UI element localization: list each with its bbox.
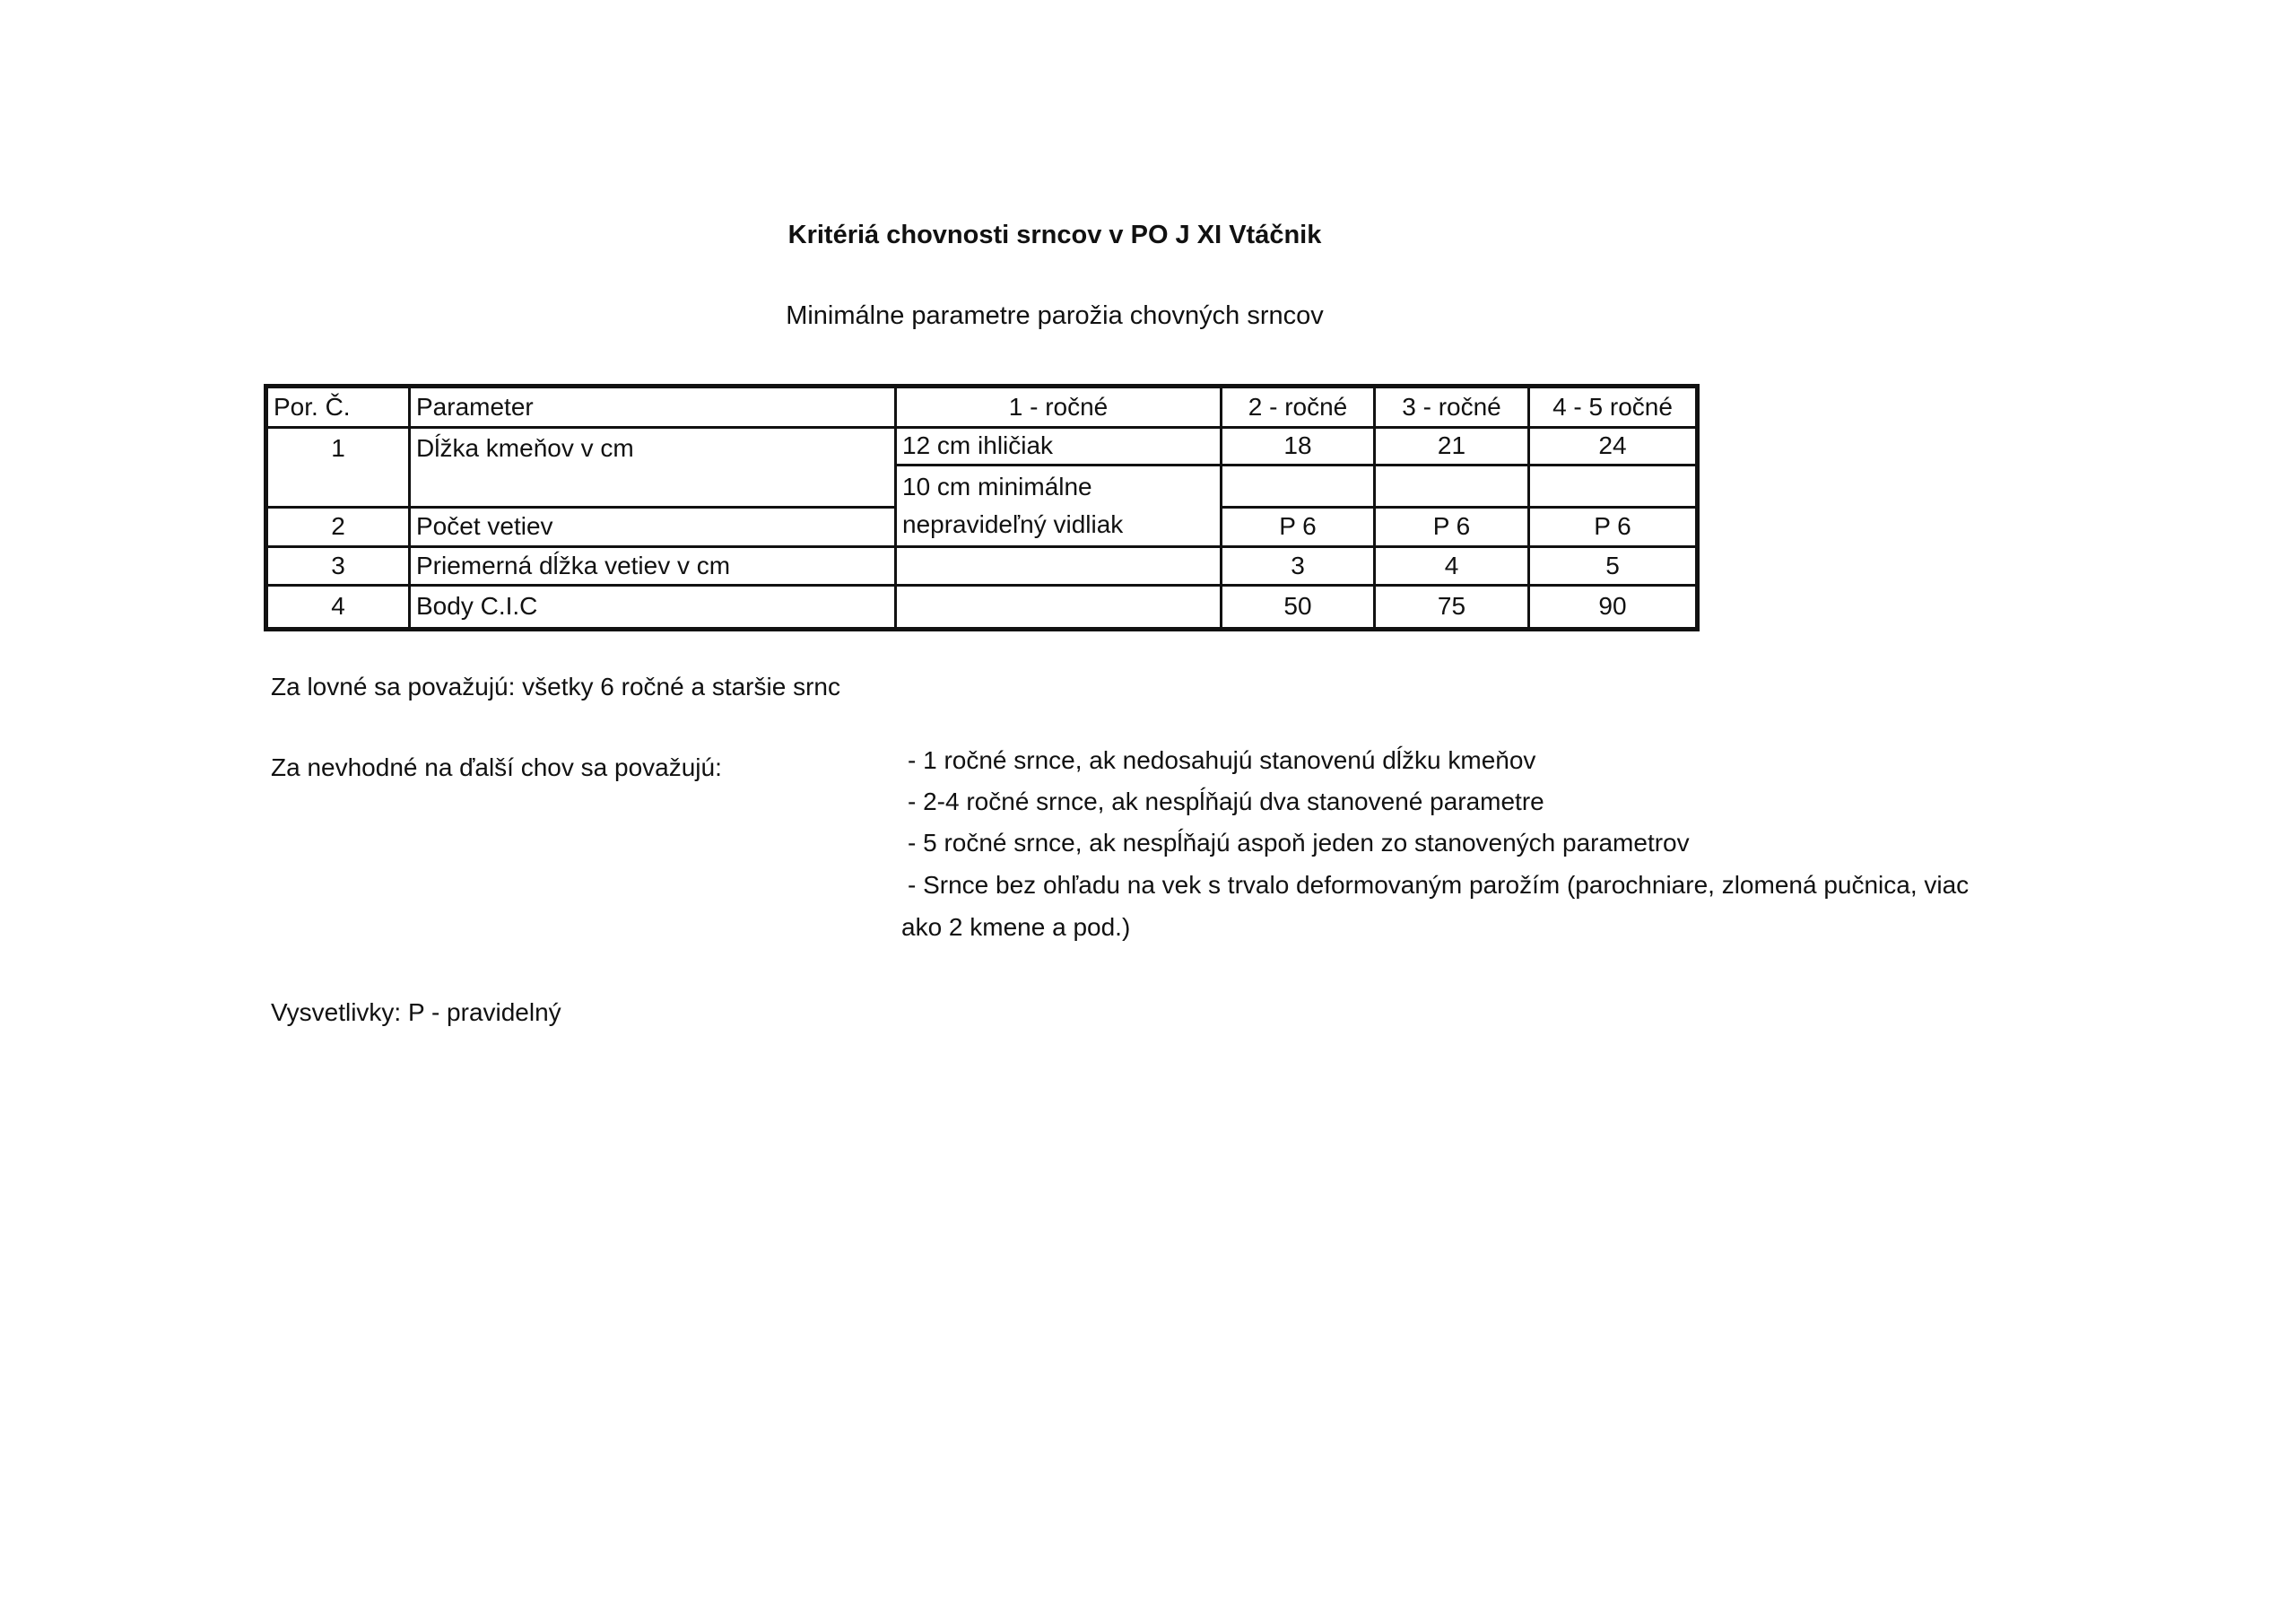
cell-1-rocne: 10 cm minimálne nepravideľný vidliak	[894, 464, 1222, 548]
header-cell: 4 - 5 ročné	[1527, 385, 1699, 429]
document-subtitle: Minimálne parametre parožia chovných srn…	[786, 301, 1324, 330]
table-header-row: Por. Č. Parameter 1 - ročné 2 - ročné 3 …	[265, 385, 1699, 429]
cell-2-rocne: 50	[1220, 584, 1376, 631]
unsuitable-item: - 5 ročné srnce, ak nespĺňajú aspoň jede…	[908, 829, 1690, 857]
cell-3-rocne: 4	[1373, 545, 1530, 587]
cell-1-rocne	[894, 584, 1222, 631]
cell-4-5-rocne: 5	[1527, 545, 1699, 587]
row-number: 3	[265, 545, 411, 587]
row-parameter: Priemerná dĺžka vetiev v cm	[408, 545, 897, 587]
cell-2-rocne: 18	[1220, 426, 1376, 466]
huntable-note: Za lovné sa považujú: všetky 6 ročné a s…	[271, 673, 840, 701]
document-title: Kritériá chovnosti srncov v PO J XI Vtáč…	[787, 221, 1322, 249]
unsuitable-item: ako 2 kmene a pod.)	[901, 913, 1131, 941]
cell-3-rocne: 75	[1373, 584, 1530, 631]
cell-4-5-rocne: P 6	[1527, 506, 1699, 548]
cell-1-rocne: 12 cm ihličiak	[894, 426, 1222, 466]
cell-2-rocne: 3	[1220, 545, 1376, 587]
empty-cell	[1220, 464, 1376, 509]
header-cell: 1 - ročné	[894, 385, 1222, 429]
row-parameter: Počet vetiev	[408, 506, 897, 548]
header-cell: Por. Č.	[265, 385, 411, 429]
empty-cell	[1373, 464, 1530, 509]
table-row: 3 Priemerná dĺžka vetiev v cm 3 4 5	[265, 545, 1699, 587]
row-parameter: Body C.I.C	[408, 584, 897, 631]
unsuitable-item: - 2-4 ročné srnce, ak nespĺňajú dva stan…	[908, 788, 1544, 815]
empty-cell	[1527, 464, 1699, 509]
header-cell: Parameter	[408, 385, 897, 429]
cell-3-rocne: P 6	[1373, 506, 1530, 548]
cell-4-5-rocne: 90	[1527, 584, 1699, 631]
header-cell: 3 - ročné	[1373, 385, 1530, 429]
cell-1-rocne	[894, 545, 1222, 587]
unsuitable-item: - Srnce bez ohľadu na vek s trvalo defor…	[908, 871, 1970, 899]
table-row: 2 Počet vetiev P 6 P 6 P 6	[265, 506, 1699, 548]
table-row: 1 Dĺžka kmeňov v cm 12 cm ihličiak 18 21…	[265, 426, 1699, 509]
row-number: 4	[265, 584, 411, 631]
row-parameter: Dĺžka kmeňov v cm	[408, 426, 897, 509]
table-row: 4 Body C.I.C 50 75 90	[265, 584, 1699, 631]
row-number: 1	[265, 426, 411, 509]
cell-2-rocne: P 6	[1220, 506, 1376, 548]
cell-4-5-rocne: 24	[1527, 426, 1699, 466]
row-number: 2	[265, 506, 411, 548]
unsuitable-item: - 1 ročné srnce, ak nedosahujú stanovenú…	[908, 746, 1536, 774]
header-cell: 2 - ročné	[1220, 385, 1376, 429]
criteria-table: Por. Č. Parameter 1 - ročné 2 - ročné 3 …	[264, 384, 1700, 631]
cell-3-rocne: 21	[1373, 426, 1530, 466]
legend-note: Vysvetlivky: P - pravidelný	[271, 998, 561, 1026]
table-row: 10 cm minimálne nepravideľný vidliak	[266, 464, 1699, 548]
unsuitable-label: Za nevhodné na ďalší chov sa považujú:	[271, 753, 722, 781]
